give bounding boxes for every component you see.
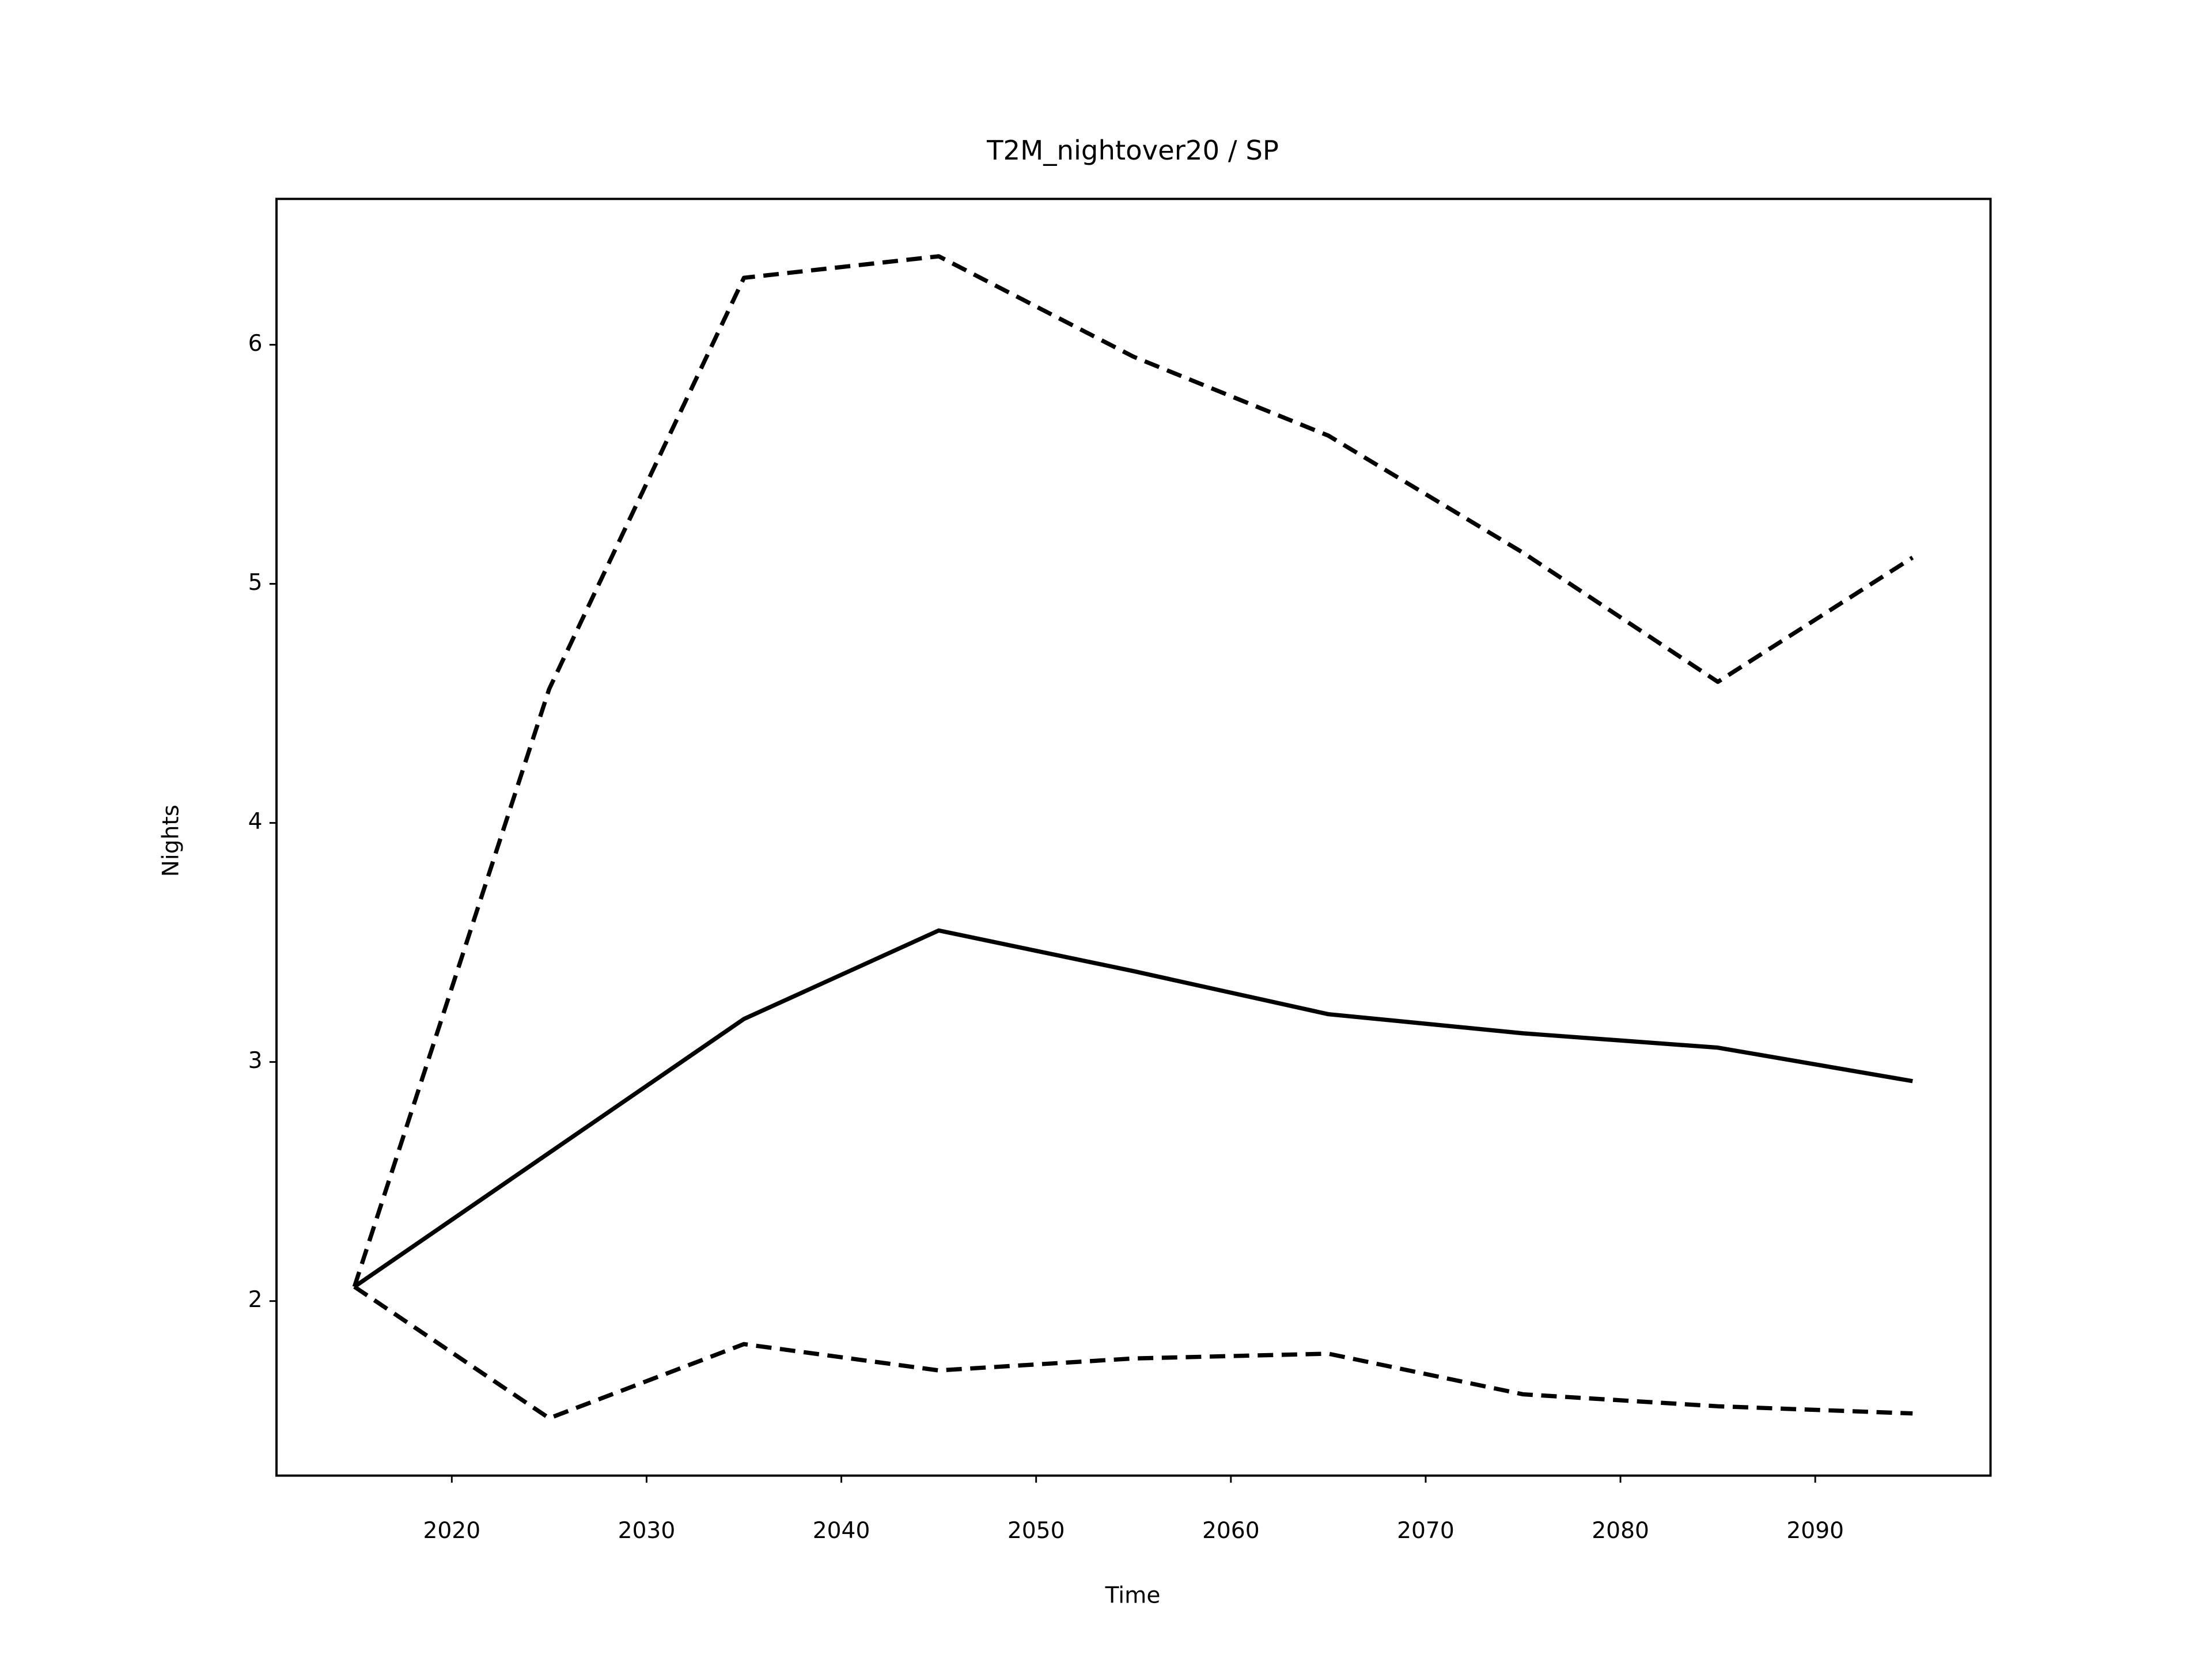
x-tick-label: 2030 (618, 1518, 676, 1544)
line-series (352, 254, 1914, 1287)
plot-frame (275, 198, 1992, 1477)
x-tick-label: 2070 (1397, 1518, 1455, 1544)
x-axis-label: Time (1105, 1583, 1161, 1609)
y-tick-label: 4 (248, 809, 263, 835)
x-tick-label: 2040 (813, 1518, 870, 1544)
y-tick-label: 2 (248, 1287, 263, 1313)
x-tick-label: 2050 (1007, 1518, 1065, 1544)
y-axis-label: Nights (158, 805, 184, 877)
x-tick-label: 2060 (1202, 1518, 1260, 1544)
x-tick-label: 2080 (1592, 1518, 1649, 1544)
y-tick-label: 5 (248, 570, 263, 596)
x-tick-label: 2020 (423, 1518, 480, 1544)
line-series (353, 928, 1913, 1289)
y-tick-label: 3 (248, 1048, 263, 1074)
chart-title: T2M_nightover20 / SP (986, 135, 1279, 166)
x-tick-label: 2090 (1786, 1518, 1844, 1544)
y-tick-label: 6 (248, 331, 263, 357)
